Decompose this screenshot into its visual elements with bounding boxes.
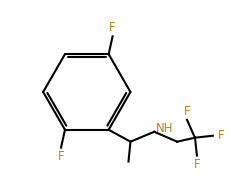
Text: F: F [57, 150, 64, 163]
Text: F: F [109, 21, 115, 34]
Text: F: F [183, 105, 190, 118]
Text: NH: NH [156, 122, 173, 135]
Text: F: F [193, 158, 200, 171]
Text: F: F [217, 129, 224, 142]
